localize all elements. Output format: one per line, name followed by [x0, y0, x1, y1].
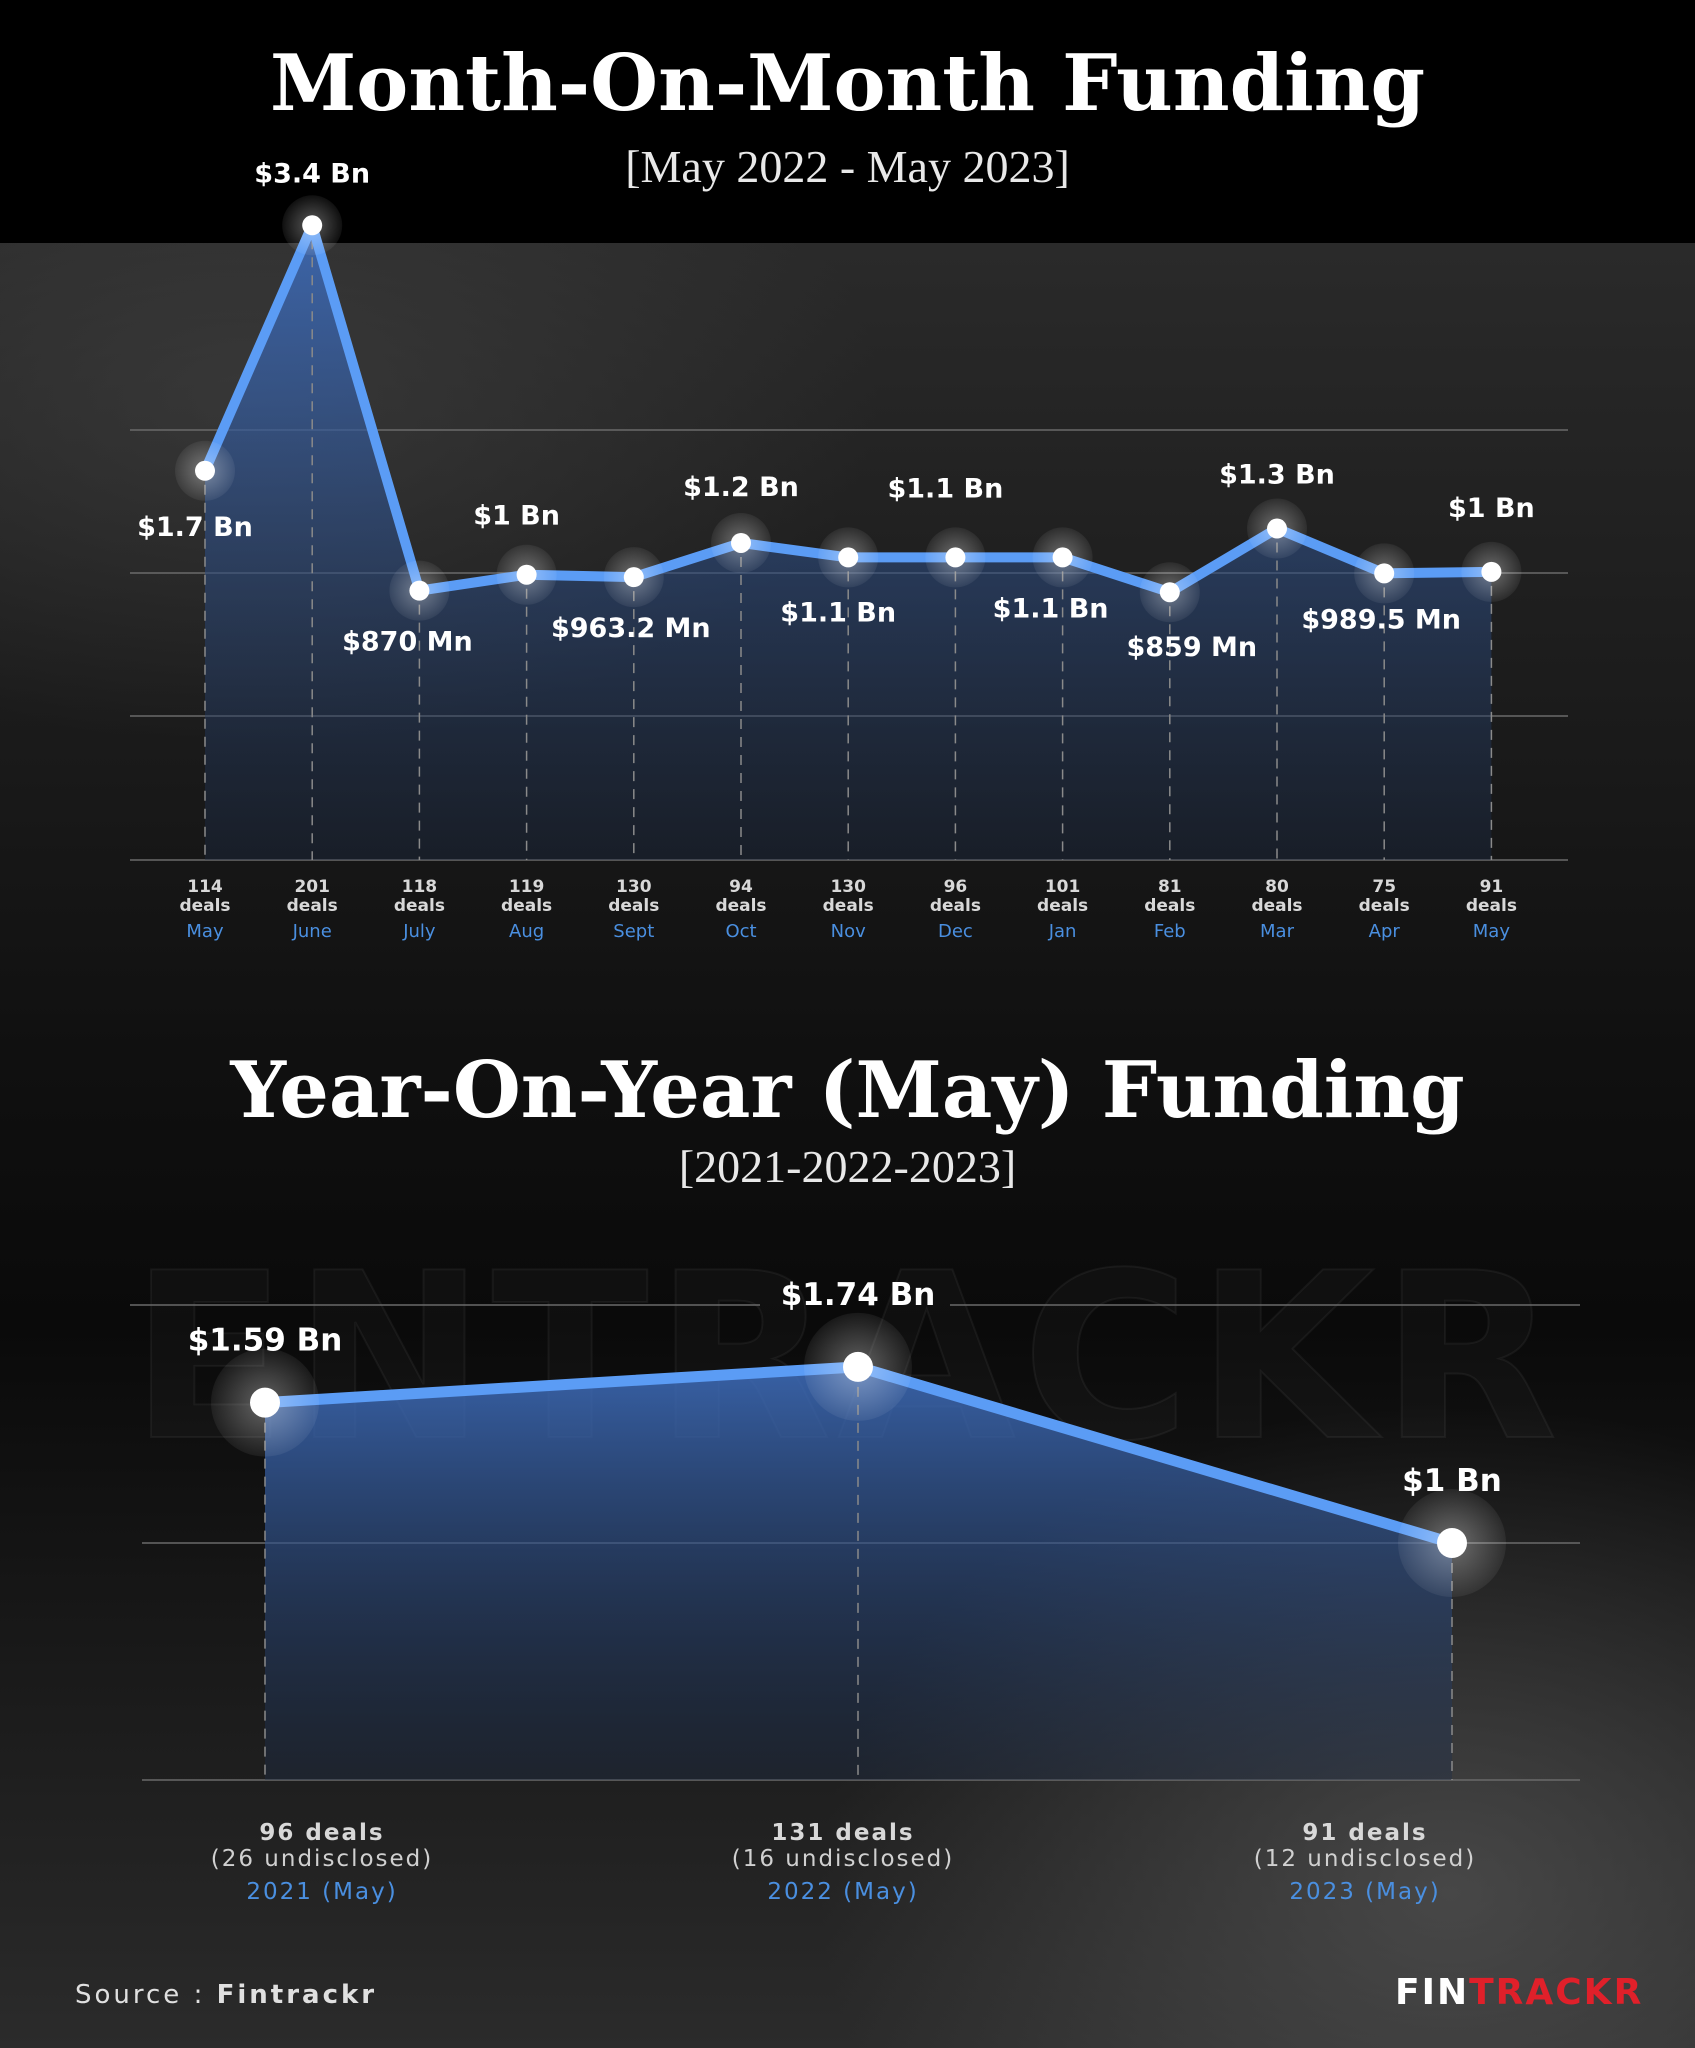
yoy-value-label: $1.59 Bn — [188, 1323, 343, 1359]
mom-month-label: June — [292, 921, 332, 942]
yoy-year-label: 2023 (May) — [1289, 1879, 1440, 1905]
mom-deal-word: deals — [179, 896, 230, 916]
mom-point — [516, 564, 537, 585]
logo-part2: TRACKR — [1469, 1972, 1644, 2013]
mom-deal-count: 75 — [1372, 877, 1396, 897]
mom-value-label: $3.4 Bn — [254, 158, 370, 189]
mom-value-label: $1.1 Bn — [887, 473, 1003, 504]
mom-point — [409, 580, 430, 601]
mom-point — [838, 547, 859, 568]
yoy-point — [250, 1387, 280, 1418]
mom-deal-word: deals — [715, 896, 766, 916]
mom-deal-count: 96 — [944, 877, 968, 897]
mom-deal-word: deals — [1144, 896, 1195, 916]
mom-deal-word: deals — [930, 896, 981, 916]
mom-deal-count: 101 — [1045, 877, 1081, 897]
mom-month-label: Aug — [509, 921, 544, 942]
mom-month-label: Dec — [938, 921, 973, 942]
mom-point — [1267, 518, 1287, 539]
mom-point — [731, 532, 751, 553]
yoy-undisclosed: (12 undisclosed) — [1254, 1846, 1477, 1872]
mom-point — [1374, 563, 1395, 584]
yoy-value-label: $1 Bn — [1402, 1463, 1502, 1499]
yoy-point — [1437, 1528, 1467, 1558]
mom-deal-count: 119 — [509, 877, 545, 897]
yoy-year-label: 2021 (May) — [246, 1879, 397, 1905]
mom-month-label: Oct — [725, 921, 756, 942]
mom-month-label: Apr — [1369, 921, 1401, 942]
logo-part1: FIN — [1395, 1972, 1470, 2013]
yoy-title: Year-On-Year (May) Funding — [230, 1045, 1465, 1136]
mom-deal-word: deals — [501, 896, 552, 916]
mom-deal-word: deals — [1251, 896, 1302, 916]
mom-deal-count: 80 — [1265, 877, 1289, 897]
mom-deal-count: 201 — [294, 877, 330, 897]
mom-point — [623, 567, 644, 588]
mom-month-label: July — [402, 921, 436, 942]
yoy-deal-count: 91 deals — [1302, 1820, 1427, 1846]
mom-deal-word: deals — [1466, 896, 1517, 916]
yoy-subtitle: [2021-2022-2023] — [678, 1141, 1017, 1192]
mom-deal-count: 91 — [1480, 877, 1504, 897]
mom-point — [1159, 582, 1180, 603]
mom-month-label: May — [186, 921, 224, 942]
mom-deal-count: 118 — [402, 877, 438, 897]
source-label: Source : — [75, 1980, 217, 2010]
mom-value-label: $1 Bn — [473, 501, 560, 532]
header-band — [0, 0, 1695, 243]
yoy-undisclosed: (26 undisclosed) — [211, 1846, 434, 1872]
mom-point — [302, 215, 323, 236]
mom-month-label: Sept — [613, 921, 654, 942]
mom-point — [1052, 547, 1073, 568]
mom-title: Month-On-Month Funding — [269, 38, 1426, 129]
mom-month-label: Feb — [1154, 921, 1186, 942]
mom-point — [945, 547, 966, 568]
mom-value-label: $1.2 Bn — [683, 472, 799, 503]
yoy-deal-count: 131 deals — [771, 1820, 914, 1846]
mom-deal-count: 94 — [729, 877, 753, 897]
mom-month-label: May — [1473, 921, 1511, 942]
mom-deal-word: deals — [823, 896, 874, 916]
mom-deal-count: 130 — [616, 877, 652, 897]
mom-subtitle: [May 2022 - May 2023] — [625, 141, 1070, 192]
mom-value-label: $1 Bn — [1448, 493, 1535, 524]
mom-point — [195, 460, 215, 481]
mom-value-label: $870 Mn — [342, 627, 473, 658]
fintrackr-logo: FINTRACKR — [1395, 1972, 1643, 2013]
mom-month-label: Mar — [1260, 921, 1295, 942]
mom-value-label: $963.2 Mn — [551, 613, 711, 644]
mom-deal-word: deals — [1359, 896, 1410, 916]
mom-value-label: $859 Mn — [1126, 632, 1257, 663]
mom-deal-word: deals — [608, 896, 659, 916]
mom-deal-count: 81 — [1158, 877, 1182, 897]
yoy-undisclosed: (16 undisclosed) — [732, 1846, 955, 1872]
mom-value-label: $1.1 Bn — [993, 593, 1109, 624]
yoy-value-label: $1.74 Bn — [781, 1277, 936, 1313]
mom-month-label: Nov — [831, 921, 866, 942]
mom-month-label: Jan — [1048, 921, 1077, 942]
mom-value-label: $989.5 Mn — [1301, 604, 1461, 635]
mom-deal-count: 130 — [830, 877, 866, 897]
mom-deal-word: deals — [287, 896, 338, 916]
mom-point — [1481, 561, 1502, 582]
yoy-deal-count: 96 deals — [259, 1820, 384, 1846]
yoy-year-label: 2022 (May) — [767, 1879, 918, 1905]
mom-value-label: $1.7 Bn — [137, 512, 253, 543]
mom-deal-word: deals — [1037, 896, 1088, 916]
mom-deal-word: deals — [394, 896, 445, 916]
mom-deal-count: 114 — [187, 877, 223, 897]
source-credit: Source : Fintrackr — [75, 1980, 377, 2010]
source-name: Fintrackr — [216, 1980, 378, 2010]
mom-value-label: $1.3 Bn — [1219, 460, 1335, 491]
mom-value-label: $1.1 Bn — [780, 597, 896, 628]
yoy-point — [843, 1351, 873, 1382]
